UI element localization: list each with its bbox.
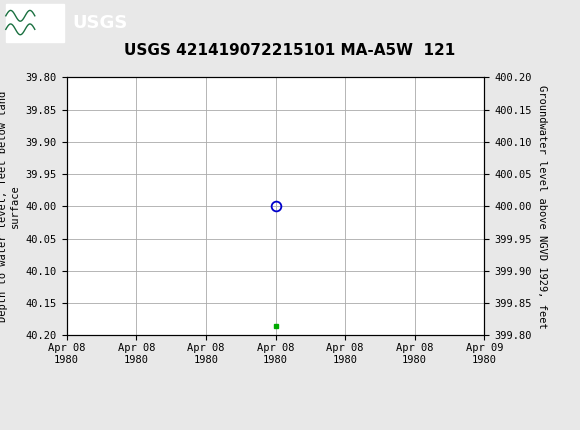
Text: USGS: USGS (72, 14, 128, 31)
Text: USGS 421419072215101 MA-A5W  121: USGS 421419072215101 MA-A5W 121 (124, 43, 456, 58)
Y-axis label: Groundwater level above NGVD 1929, feet: Groundwater level above NGVD 1929, feet (537, 85, 547, 328)
Y-axis label: Depth to water level, feet below land
surface: Depth to water level, feet below land su… (0, 91, 20, 322)
FancyBboxPatch shape (6, 3, 64, 42)
